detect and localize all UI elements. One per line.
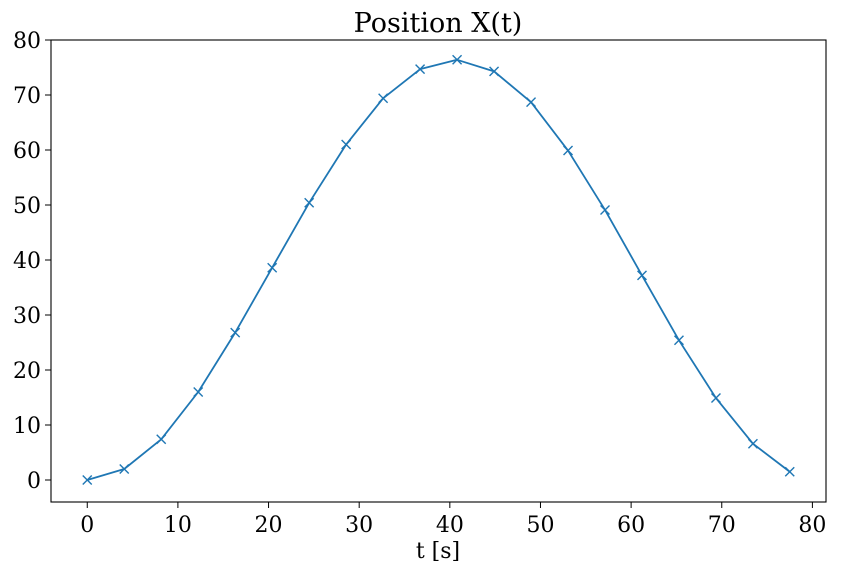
series-line xyxy=(87,58,791,481)
x-tick-label: 20 xyxy=(255,513,283,538)
y-tick-label: 0 xyxy=(27,469,41,494)
data-point-marker xyxy=(119,464,130,474)
x-tick-label: 0 xyxy=(80,513,94,538)
data-point-marker xyxy=(600,204,611,215)
data-point-marker xyxy=(267,262,278,273)
data-point-marker xyxy=(341,139,352,150)
data-point-marker xyxy=(304,197,315,208)
data-point-marker xyxy=(636,270,647,281)
y-tick-label: 10 xyxy=(13,414,41,439)
y-tick-label: 70 xyxy=(13,84,41,109)
y-tick-label: 80 xyxy=(13,29,41,54)
x-axis-label: t [s] xyxy=(416,539,460,564)
x-tick-label: 50 xyxy=(526,513,554,538)
data-point-marker xyxy=(193,387,204,397)
x-tick-label: 80 xyxy=(798,513,826,538)
x-tick-label: 60 xyxy=(617,513,645,538)
x-tick-label: 40 xyxy=(436,513,464,538)
y-axis: 0 10 20 30 40 50 60 70 80 xyxy=(13,29,51,494)
data-point-marker xyxy=(378,93,389,104)
data-point-marker xyxy=(526,97,537,108)
data-point-marker xyxy=(563,145,574,156)
y-tick-label: 60 xyxy=(13,139,41,164)
data-point-marker xyxy=(747,438,758,449)
y-tick-label: 50 xyxy=(13,194,41,219)
series-layer xyxy=(82,54,795,485)
data-point-marker xyxy=(452,54,463,65)
data-point-marker xyxy=(489,66,500,77)
y-tick-label: 20 xyxy=(13,359,41,384)
x-axis: 0 10 20 30 40 50 60 70 80 xyxy=(80,502,826,538)
y-tick-label: 30 xyxy=(13,304,41,329)
data-point-marker xyxy=(156,434,167,445)
x-tick-label: 10 xyxy=(164,513,192,538)
data-point-marker xyxy=(710,393,721,404)
data-point-marker xyxy=(784,466,795,477)
chart-title: Position X(t) xyxy=(354,8,523,39)
data-point-marker xyxy=(673,335,684,346)
plot-area-frame xyxy=(50,39,827,503)
x-tick-label: 70 xyxy=(708,513,736,538)
data-point-marker xyxy=(415,64,426,75)
x-tick-label: 30 xyxy=(345,513,373,538)
data-point-marker xyxy=(82,475,93,485)
data-point-marker xyxy=(230,327,241,338)
y-tick-label: 40 xyxy=(13,249,41,274)
